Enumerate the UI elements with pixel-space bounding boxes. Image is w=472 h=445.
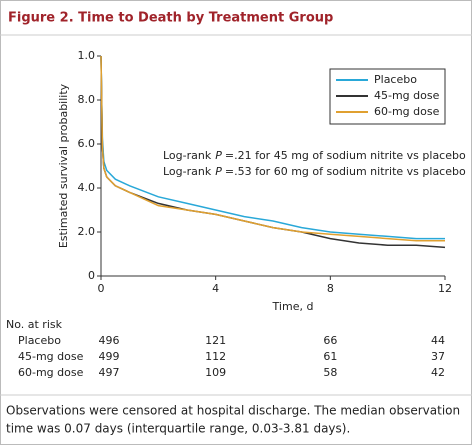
y-tick-label: 2.0	[78, 225, 96, 238]
annotation-prefix: Log-rank	[163, 149, 212, 162]
risk-count: 497	[99, 366, 120, 379]
annotation-text: =.53 for 60 mg of sodium nitrite vs plac…	[225, 165, 466, 178]
footnote: time was 0.07 days (interquartile range,…	[6, 422, 350, 436]
risk-count: 58	[323, 366, 337, 379]
y-tick-label: 8.0	[78, 93, 96, 106]
x-axis-label: Time, d	[272, 300, 314, 313]
legend-label: 45-mg dose	[374, 89, 440, 102]
annotation-p: P	[215, 165, 222, 178]
figure-title: Figure 2. Time to Death by Treatment Gro…	[8, 11, 333, 26]
legend-label: 60-mg dose	[374, 105, 440, 118]
risk-count: 121	[205, 334, 226, 347]
risk-count: 499	[99, 350, 120, 363]
risk-count: 61	[323, 350, 337, 363]
footnote: Observations were censored at hospital d…	[6, 404, 460, 418]
annotation: Log-rank P =.21 for 45 mg of sodium nitrit…	[163, 149, 466, 162]
annotation-text: =.21 for 45 mg of sodium nitrite vs plac…	[225, 149, 466, 162]
annotation-prefix: Log-rank	[163, 165, 212, 178]
y-tick-label: 6.0	[78, 137, 96, 150]
risk-count: 112	[205, 350, 226, 363]
y-axis-label: Estimated survival probability	[57, 83, 70, 248]
x-tick-label: 4	[212, 282, 219, 295]
x-tick-label: 12	[438, 282, 452, 295]
risk-count: 37	[431, 350, 445, 363]
risk-count: 66	[323, 334, 337, 347]
y-tick-label: 1.0	[78, 49, 96, 62]
annotation: Log-rank P =.53 for 60 mg of sodium nitrit…	[163, 165, 466, 178]
legend-label: Placebo	[374, 73, 417, 86]
risk-count: 496	[99, 334, 120, 347]
risk-row-name: 45-mg dose	[18, 350, 84, 363]
x-tick-label: 8	[327, 282, 334, 295]
risk-count: 109	[205, 366, 226, 379]
survival-curve	[100, 55, 445, 240]
x-tick-label: 0	[98, 282, 105, 295]
risk-row-name: 60-mg dose	[18, 366, 84, 379]
survival-curve	[100, 55, 445, 242]
risk-count: 42	[431, 366, 445, 379]
annotation-p: P	[215, 149, 222, 162]
y-tick-label: 0	[88, 269, 95, 282]
y-tick-label: 4.0	[78, 181, 96, 194]
risk-row-name: Placebo	[18, 334, 61, 347]
risk-count: 44	[431, 334, 445, 347]
risk-title: No. at risk	[6, 318, 63, 331]
